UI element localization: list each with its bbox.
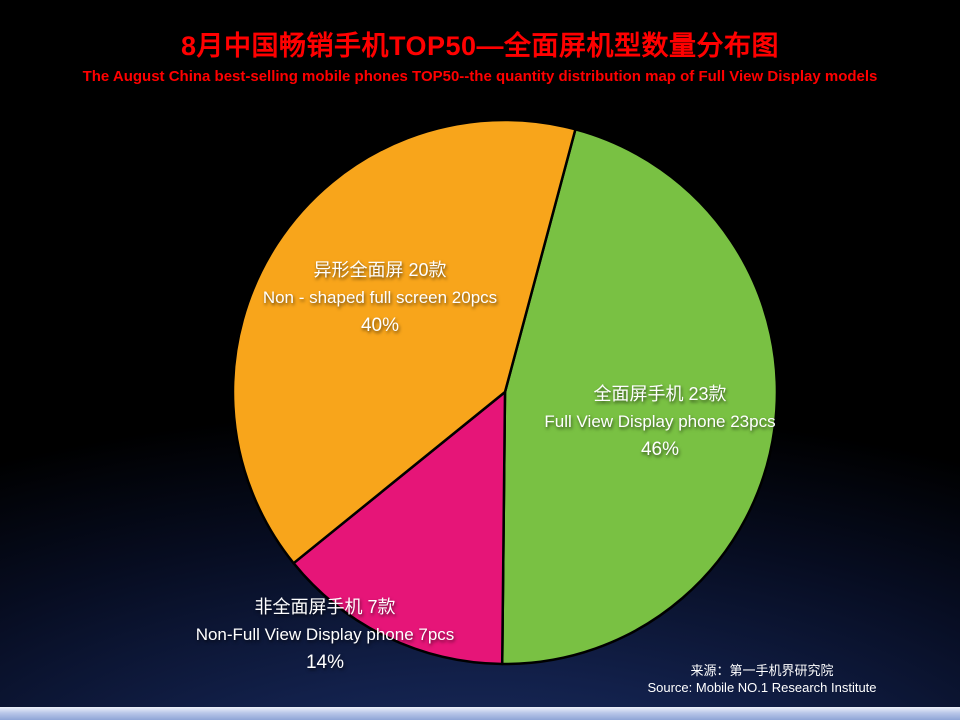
slice-label-zh: 异形全面屏 20款 — [313, 260, 447, 280]
slice-label-zh: 全面屏手机 23款 — [593, 384, 727, 404]
pie-slice-non-full-view — [292, 390, 507, 666]
source-line-en: Source: Mobile NO.1 Research Institute — [647, 680, 877, 695]
pie-slice-full-view — [500, 128, 779, 666]
slice-label-non-shaped: 异形全面屏 20款 Non - shaped full screen 20pcs… — [200, 256, 560, 340]
slice-label-percent: 40% — [360, 315, 400, 336]
slice-label-en: Full View Display phone 23pcs — [544, 412, 776, 431]
slice-label-en: Non - shaped full screen 20pcs — [262, 288, 498, 307]
pie-slice-non-shaped — [231, 118, 577, 565]
slice-label-percent: 46% — [640, 439, 680, 460]
chart-header: 8月中国畅销手机TOP50—全面屏机型数量分布图 The August Chin… — [0, 24, 960, 85]
page-title: 8月中国畅销手机TOP50—全面屏机型数量分布图 — [180, 31, 780, 61]
slice-label-non-full-view: 非全面屏手机 7款 Non-Full View Display phone 7p… — [145, 593, 505, 677]
footer-gradient-bar — [0, 707, 960, 720]
source-note: 来源：第一手机界研究院 Source: Mobile NO.1 Research… — [612, 662, 912, 696]
source-line-zh: 来源：第一手机界研究院 — [690, 663, 834, 678]
slice-label-percent: 14% — [305, 652, 345, 673]
slice-label-zh: 非全面屏手机 7款 — [254, 597, 396, 617]
slice-label-full-view: 全面屏手机 23款 Full View Display phone 23pcs … — [480, 380, 840, 464]
page-subtitle: The August China best-selling mobile pho… — [82, 68, 878, 85]
slice-label-en: Non-Full View Display phone 7pcs — [195, 625, 455, 644]
